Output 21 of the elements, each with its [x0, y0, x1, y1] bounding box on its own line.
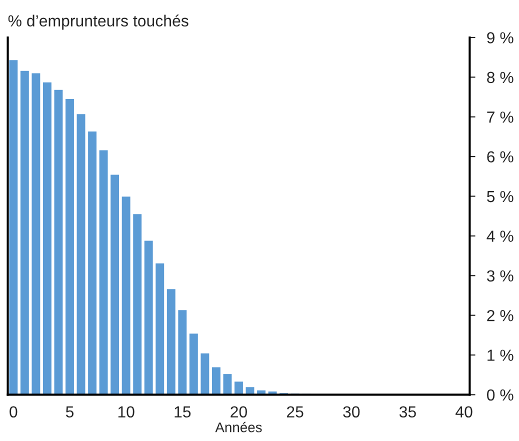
x-tick-label: 40 — [456, 406, 472, 418]
x-tick-label: 15 — [174, 406, 191, 418]
y-tick-label: 9 % — [487, 32, 514, 44]
y-tick-label: 4 % — [486, 230, 514, 242]
y-tick-label: 0 % — [486, 389, 514, 401]
x-tick-label: 10 — [118, 406, 134, 418]
y-tick-label: 5 % — [487, 190, 514, 202]
y-tick-label: 1 % — [488, 350, 514, 361]
y-tick-label: 7 % — [487, 112, 514, 123]
y-tick-label: 8 % — [487, 72, 514, 84]
x-axis-title: Années — [215, 422, 262, 432]
y-tick-label: 6 % — [487, 151, 514, 162]
x-tick-label: 0 — [10, 406, 18, 418]
y-tick-label: 3 % — [486, 270, 514, 282]
chart-title: % d’emprunteurs touchés — [8, 14, 188, 30]
x-tick-label: 5 — [66, 406, 74, 418]
x-tick-label: 30 — [343, 406, 360, 418]
y-tick-label: 2 % — [487, 310, 514, 322]
x-tick-label: 20 — [230, 406, 247, 418]
x-tick-label: 25 — [286, 406, 304, 418]
x-tick-label: 35 — [399, 406, 416, 418]
